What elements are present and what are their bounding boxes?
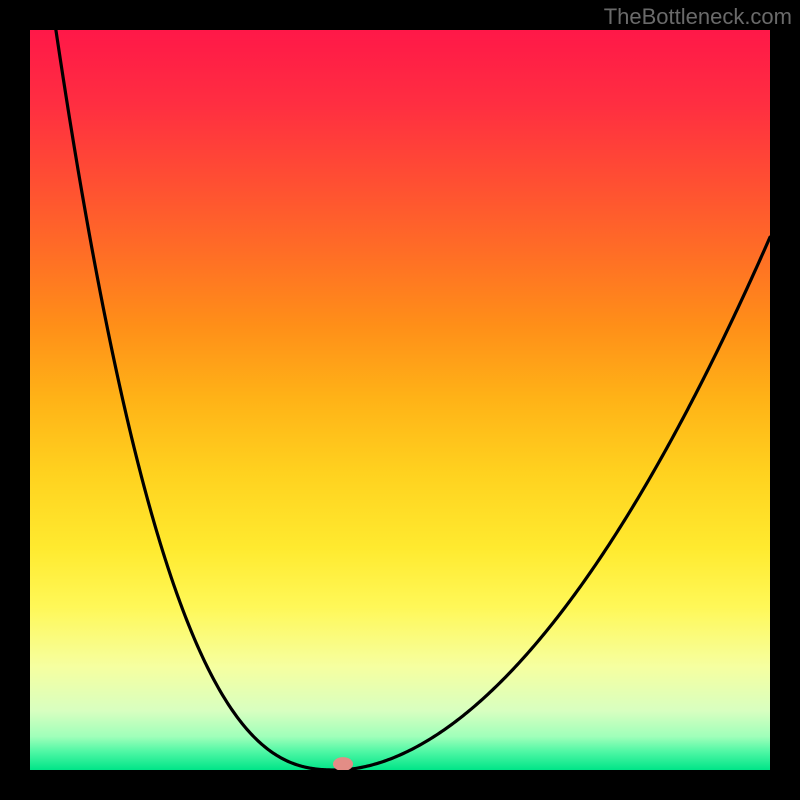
bottleneck-chart [0,0,800,800]
chart-container: TheBottleneck.com [0,0,800,800]
plot-background-gradient [30,30,770,770]
minimum-marker [333,757,353,771]
watermark-text: TheBottleneck.com [604,6,792,28]
